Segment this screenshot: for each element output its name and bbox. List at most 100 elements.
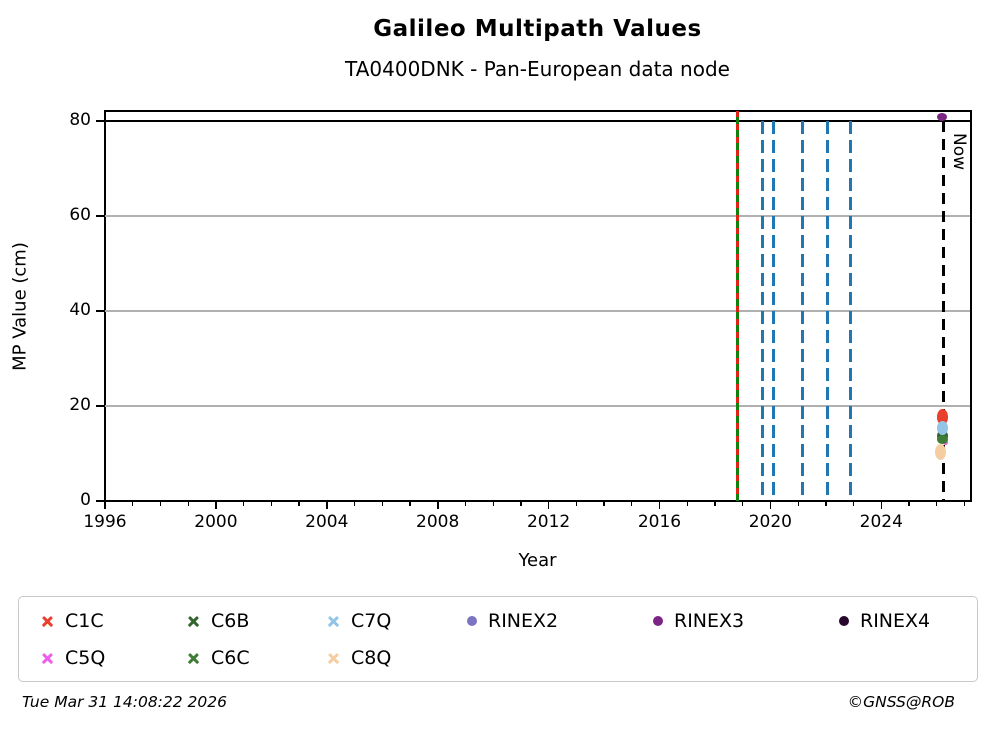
x-major-tick bbox=[326, 501, 328, 509]
x-minor-tick bbox=[243, 501, 245, 506]
legend-item-RINEX3: RINEX3 bbox=[653, 608, 744, 634]
event-line bbox=[800, 121, 804, 501]
legend-item-RINEX2: RINEX2 bbox=[467, 608, 558, 634]
launch-line bbox=[735, 111, 739, 501]
footer-timestamp: Tue Mar 31 14:08:22 2026 bbox=[22, 693, 228, 711]
legend-label: C8Q bbox=[351, 647, 392, 669]
legend-label: C6B bbox=[211, 610, 250, 632]
x-minor-tick bbox=[187, 501, 189, 506]
x-minor-tick bbox=[714, 501, 716, 506]
x-tick-label: 2008 bbox=[416, 512, 460, 532]
y-axis-label: MP Value (cm) bbox=[9, 242, 31, 371]
x-marker-icon bbox=[327, 652, 340, 665]
x-marker-icon bbox=[41, 652, 54, 665]
x-marker-icon bbox=[187, 615, 200, 628]
x-minor-tick bbox=[492, 501, 494, 506]
y-tick bbox=[96, 120, 104, 122]
data-point-RINEX3 bbox=[937, 113, 948, 122]
x-major-tick bbox=[215, 501, 217, 509]
dot-marker-icon bbox=[653, 616, 663, 626]
now-line-label: Now bbox=[948, 133, 969, 171]
legend-item-C1C: C1C bbox=[41, 608, 104, 634]
x-minor-tick bbox=[159, 501, 162, 506]
legend-item-C6C: C6C bbox=[187, 645, 250, 671]
x-tick-label: 2024 bbox=[859, 512, 903, 532]
x-minor-tick bbox=[298, 501, 300, 506]
legend-item-RINEX4: RINEX4 bbox=[839, 608, 930, 634]
x-major-tick bbox=[880, 501, 883, 509]
x-minor-tick bbox=[797, 501, 799, 506]
x-minor-tick bbox=[132, 501, 134, 506]
y-tick-label: 20 bbox=[69, 394, 91, 415]
y-tick-label: 40 bbox=[69, 299, 91, 320]
x-major-tick bbox=[769, 501, 772, 509]
legend-item-C5Q: C5Q bbox=[41, 645, 105, 671]
legend-item-C6B: C6B bbox=[187, 608, 249, 634]
y-tick-label: 0 bbox=[80, 490, 91, 510]
y-gridline bbox=[105, 405, 970, 407]
x-minor-tick bbox=[825, 501, 827, 506]
y-gridline bbox=[105, 310, 970, 312]
event-line bbox=[771, 121, 775, 501]
x-major-tick bbox=[104, 501, 106, 509]
y-gridline bbox=[105, 215, 970, 217]
legend-label: C7Q bbox=[351, 610, 392, 632]
x-minor-tick bbox=[686, 501, 688, 506]
x-minor-tick bbox=[963, 501, 966, 506]
x-tick-label: 2000 bbox=[194, 512, 238, 532]
x-tick-label: 2016 bbox=[637, 512, 682, 532]
x-minor-tick bbox=[631, 501, 633, 506]
data-cluster-C7Q bbox=[936, 420, 948, 435]
x-major-tick bbox=[547, 501, 550, 509]
dot-marker-icon bbox=[467, 616, 477, 626]
hline-80 bbox=[105, 119, 970, 123]
event-line bbox=[760, 121, 764, 501]
legend-label: C5Q bbox=[65, 647, 106, 669]
footer-credit: ©GNSS@ROB bbox=[847, 693, 955, 711]
x-major-tick bbox=[436, 501, 439, 509]
x-tick-label: 2020 bbox=[748, 512, 792, 532]
legend-item-C8Q: C8Q bbox=[327, 645, 391, 671]
x-tick-label: 1996 bbox=[83, 512, 127, 532]
x-marker-icon bbox=[41, 615, 54, 628]
y-tick bbox=[96, 500, 104, 502]
chart-subtitle: TA0400DNK - Pan-European data node bbox=[345, 57, 730, 81]
legend-item-C7Q: C7Q bbox=[327, 608, 391, 634]
y-tick bbox=[96, 310, 104, 312]
legend-label: RINEX3 bbox=[674, 610, 745, 632]
legend-label: C1C bbox=[65, 610, 104, 632]
now-line bbox=[942, 121, 945, 501]
x-axis-label: Year bbox=[518, 550, 557, 571]
x-major-tick bbox=[658, 501, 661, 509]
x-minor-tick bbox=[603, 501, 605, 506]
dot-marker-icon bbox=[839, 616, 849, 626]
x-minor-tick bbox=[575, 501, 577, 506]
x-minor-tick bbox=[464, 501, 467, 506]
x-marker-icon bbox=[327, 615, 340, 628]
x-minor-tick bbox=[270, 501, 273, 506]
x-minor-tick bbox=[381, 501, 383, 506]
y-tick bbox=[96, 405, 104, 407]
legend-label: RINEX4 bbox=[860, 610, 931, 632]
x-marker-icon bbox=[187, 652, 200, 665]
x-minor-tick bbox=[353, 501, 356, 506]
data-cluster-C6C bbox=[936, 434, 948, 445]
y-tick-label: 60 bbox=[69, 204, 91, 225]
x-tick-label: 2004 bbox=[305, 512, 349, 532]
y-tick bbox=[96, 215, 104, 217]
x-tick-label: 2012 bbox=[526, 512, 571, 532]
legend-label: RINEX2 bbox=[488, 610, 559, 632]
y-tick-label: 80 bbox=[69, 109, 91, 130]
x-minor-tick bbox=[936, 501, 938, 506]
x-minor-tick bbox=[908, 501, 910, 506]
chart-title: Galileo Multipath Values bbox=[373, 16, 702, 42]
x-minor-tick bbox=[520, 501, 522, 506]
x-minor-tick bbox=[409, 501, 411, 506]
legend: C1C C5Q C6B C6C C7Q C8Q RINEX2 RINEX3 RINEX4 bbox=[18, 596, 978, 682]
legend-label: C6C bbox=[211, 647, 250, 669]
x-minor-tick bbox=[852, 501, 855, 506]
x-minor-tick bbox=[742, 501, 744, 506]
event-line bbox=[825, 121, 829, 501]
event-line bbox=[849, 121, 853, 501]
